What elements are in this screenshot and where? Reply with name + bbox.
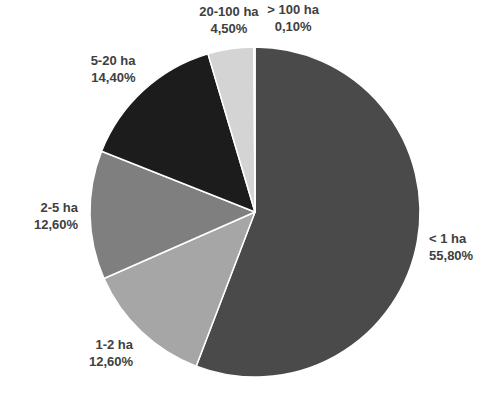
chart: < 1 ha 55,80% 1-2 ha 12,60% 2-5 ha 12,60% 5-20… (0, 0, 500, 402)
slice-label: > 100 ha 0,10% (267, 2, 319, 34)
pie-slice (254, 47, 255, 212)
value-label: 4,50% (211, 21, 248, 36)
value-label: 12,60% (34, 217, 79, 232)
slice-label: 20-100 ha 4,50% (199, 4, 259, 36)
slice-label: 1-2 ha 12,60% (89, 337, 134, 369)
value-label: 14,40% (91, 70, 136, 85)
labels: < 1 ha 55,80% 1-2 ha 12,60% 2-5 ha 12,60% 5-20… (34, 2, 474, 369)
category-label: 1-2 ha (95, 337, 133, 352)
value-label: 55,80% (429, 248, 474, 263)
value-label: 0,10% (275, 19, 312, 34)
value-label: 12,60% (89, 354, 134, 369)
category-label: < 1 ha (429, 231, 467, 246)
pie-slice (208, 47, 255, 212)
category-label: > 100 ha (267, 2, 319, 17)
slice-label: 5-20 ha 14,40% (91, 53, 137, 85)
category-label: 5-20 ha (91, 53, 137, 68)
slice-label: 2-5 ha 12,60% (34, 200, 79, 232)
category-label: 2-5 ha (40, 200, 78, 215)
slice-label: < 1 ha 55,80% (429, 231, 474, 263)
category-label: 20-100 ha (199, 4, 259, 19)
slices (90, 47, 420, 377)
